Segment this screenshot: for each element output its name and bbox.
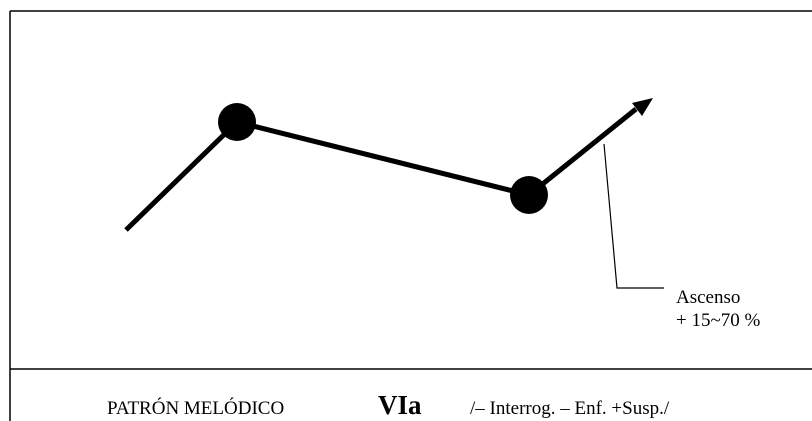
contour-node-valley [510, 176, 548, 214]
contour-node-peak [218, 103, 256, 141]
caption-label: PATRÓN MELÓDICO [107, 397, 284, 419]
caption-description: /– Interrog. – Enf. +Susp./ [470, 398, 670, 419]
frame [9, 10, 812, 421]
contour-line [124, 107, 638, 232]
caption-pattern-id: VIa [378, 390, 422, 420]
annotation-line-1: Ascenso [676, 287, 740, 308]
intonation-contour [124, 98, 653, 232]
annotation-line-2: + 15~70 % [676, 310, 760, 331]
annotation: Ascenso + 15~70 % [676, 287, 760, 331]
arrowhead-icon [632, 98, 653, 116]
annotation-leader-line [603, 143, 664, 289]
caption: PATRÓN MELÓDICO VIa /– Interrog. – Enf. … [107, 390, 670, 420]
